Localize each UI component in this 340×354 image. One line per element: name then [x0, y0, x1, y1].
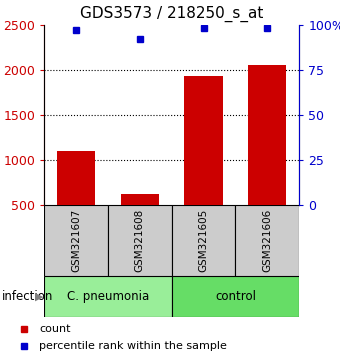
Bar: [235, 205, 299, 276]
Bar: [44, 276, 172, 317]
Text: count: count: [39, 324, 71, 333]
Bar: [172, 205, 235, 276]
Bar: [57, 151, 95, 205]
Bar: [172, 276, 299, 317]
Text: infection: infection: [2, 290, 53, 303]
Text: GSM321605: GSM321605: [199, 209, 208, 272]
Text: GSM321608: GSM321608: [135, 209, 145, 272]
Bar: [121, 194, 159, 205]
Text: GSM321607: GSM321607: [71, 209, 81, 272]
Text: control: control: [215, 290, 256, 303]
Bar: [108, 205, 172, 276]
Text: ▶: ▶: [35, 291, 44, 302]
Text: percentile rank within the sample: percentile rank within the sample: [39, 341, 227, 351]
Bar: [44, 205, 108, 276]
Text: GSM321606: GSM321606: [262, 209, 272, 272]
Title: GDS3573 / 218250_s_at: GDS3573 / 218250_s_at: [80, 6, 264, 22]
Text: C. pneumonia: C. pneumonia: [67, 290, 149, 303]
Bar: [184, 76, 223, 205]
Bar: [248, 65, 286, 205]
